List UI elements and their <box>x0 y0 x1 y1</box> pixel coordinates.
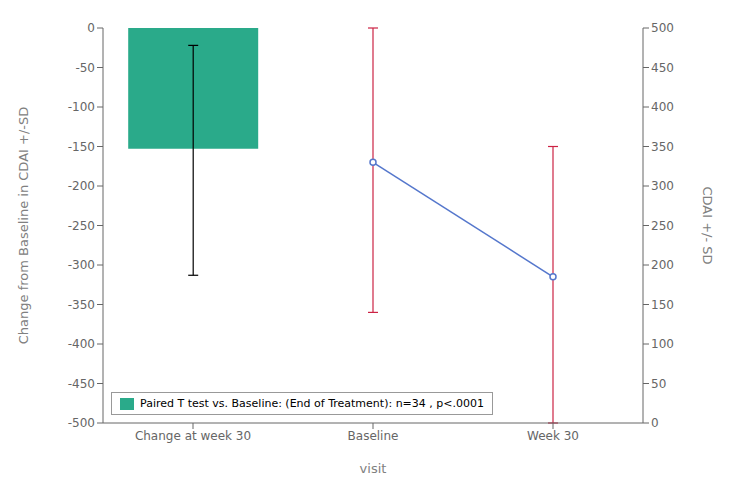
svg-text:visit: visit <box>360 461 387 476</box>
svg-text:0: 0 <box>87 21 95 35</box>
svg-text:100: 100 <box>651 337 674 351</box>
svg-text:Change at week 30: Change at week 30 <box>135 429 251 443</box>
svg-text:250: 250 <box>651 219 674 233</box>
svg-text:Change from Baseline in CDAI +: Change from Baseline in CDAI +/-SD <box>16 107 31 344</box>
svg-text:-100: -100 <box>68 100 95 114</box>
svg-text:-500: -500 <box>68 416 95 430</box>
svg-text:500: 500 <box>651 21 674 35</box>
svg-text:-450: -450 <box>68 377 95 391</box>
svg-text:300: 300 <box>651 179 674 193</box>
svg-text:150: 150 <box>651 298 674 312</box>
svg-text:450: 450 <box>651 61 674 75</box>
svg-text:350: 350 <box>651 140 674 154</box>
svg-text:-400: -400 <box>68 337 95 351</box>
svg-text:Week 30: Week 30 <box>527 429 579 443</box>
svg-text:0: 0 <box>651 416 659 430</box>
svg-text:-250: -250 <box>68 219 95 233</box>
svg-text:400: 400 <box>651 100 674 114</box>
svg-text:CDAI +/- SD: CDAI +/- SD <box>700 186 715 264</box>
svg-text:200: 200 <box>651 258 674 272</box>
svg-text:-300: -300 <box>68 258 95 272</box>
svg-text:Baseline: Baseline <box>348 429 399 443</box>
svg-text:-50: -50 <box>75 61 95 75</box>
svg-text:50: 50 <box>651 377 666 391</box>
svg-text:-150: -150 <box>68 140 95 154</box>
html-text:Paired T test vs. Baseline: (E: Paired T test vs. Baseline: (End of Trea… <box>140 397 484 410</box>
svg-text:-200: -200 <box>68 179 95 193</box>
svg-text:-350: -350 <box>68 298 95 312</box>
